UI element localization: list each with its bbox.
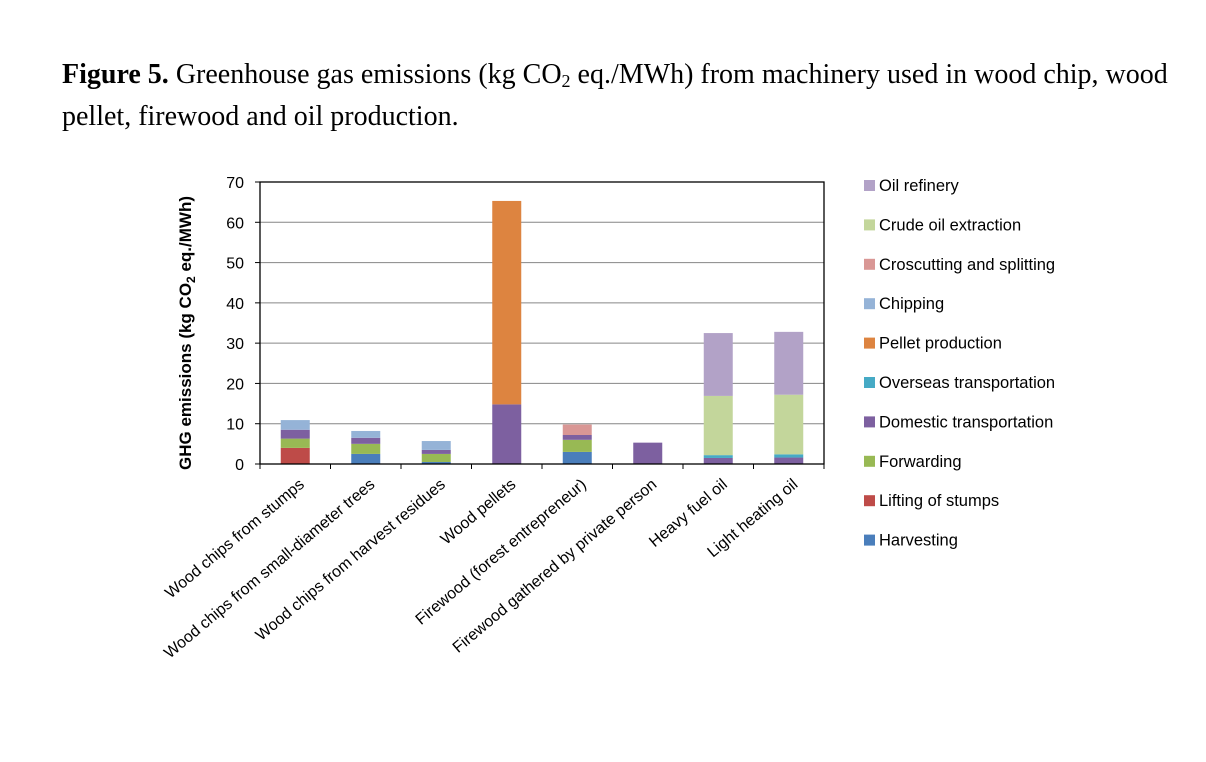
y-axis-label-main: GHG emissions (kg CO	[176, 283, 195, 470]
plot-border	[259, 181, 825, 465]
bar-segment	[280, 447, 310, 464]
figure-caption: Figure 5. Greenhouse gas emissions (kg C…	[62, 54, 1182, 138]
bar-segment	[703, 395, 733, 456]
bar-segment	[421, 449, 451, 454]
legend-label: Lifting of stumps	[879, 492, 999, 510]
figure-label: Figure 5.	[62, 59, 169, 90]
legend-swatch	[864, 455, 875, 467]
legend-label: Domestic transportation	[879, 413, 1053, 431]
bar-segment	[562, 424, 592, 435]
y-tick-labels: 0 10 20 30 40 50 60 70	[226, 175, 244, 474]
y-tick-label: 70	[226, 175, 244, 192]
y-axis-label: GHG emissions (kg CO2 eq./MWh)	[176, 196, 198, 470]
legend-label: Croscutting and splitting	[879, 256, 1055, 274]
legend-label: Pellet production	[879, 335, 1002, 353]
bar-segment	[703, 455, 733, 458]
legend: Oil refinery Crude oil extraction Croscutt…	[864, 177, 1055, 550]
gridlines	[260, 181, 824, 425]
bar-segment	[774, 331, 804, 395]
y-tick-label: 40	[226, 296, 244, 313]
caption-text-part1: Greenhouse gas emissions (kg CO	[168, 59, 562, 90]
bar-segment	[351, 443, 381, 454]
bar-segment	[703, 333, 733, 396]
legend-swatch	[864, 337, 875, 349]
caption-text-part2: eq./MWh) from machinery used in wood chi…	[62, 59, 1168, 132]
caption-subscript: 2	[561, 71, 571, 91]
legend-swatch	[864, 219, 875, 231]
bar-segment	[492, 200, 522, 405]
legend-swatch	[864, 258, 875, 270]
legend-swatch	[864, 495, 875, 507]
y-tick-label: 20	[226, 376, 244, 393]
legend-swatch	[864, 298, 875, 310]
y-tick-label: 30	[226, 336, 244, 353]
legend-swatch	[864, 534, 875, 546]
bar-segment	[351, 437, 381, 444]
bar-segment	[351, 430, 381, 438]
bar-segment	[703, 457, 733, 464]
bar-segment	[280, 438, 310, 448]
bar-segment	[351, 453, 381, 464]
y-tick-label: 60	[226, 215, 244, 232]
bar-segment	[280, 420, 310, 430]
legend-label: Chipping	[879, 295, 944, 313]
legend-label: Crude oil extraction	[879, 216, 1021, 234]
y-axis-label-end: eq./MWh)	[176, 196, 195, 276]
bar-segment	[774, 454, 804, 458]
legend-swatch	[864, 416, 875, 428]
x-tick-label: Wood chips from stumps	[162, 476, 308, 602]
bar-segment	[562, 451, 592, 464]
legend-label: Forwarding	[879, 453, 962, 471]
bar-segment	[633, 442, 663, 464]
axes	[255, 181, 825, 469]
bar-segment	[774, 457, 804, 464]
legend-swatch	[864, 377, 875, 388]
bar-segment	[421, 453, 451, 462]
y-tick-label: 50	[226, 256, 244, 273]
bar-segment	[280, 429, 310, 439]
bar-segment	[562, 434, 592, 440]
y-tick-label: 0	[235, 457, 244, 474]
bar-segment	[421, 461, 451, 464]
legend-label: Harvesting	[879, 532, 958, 550]
bar-segment	[492, 404, 522, 464]
bar-segment	[421, 441, 451, 450]
bars	[280, 200, 804, 464]
bar-segment	[562, 439, 592, 452]
bar-segment	[774, 394, 804, 455]
legend-label: Oil refinery	[879, 177, 960, 195]
y-tick-label: 10	[226, 417, 244, 434]
legend-label: Overseas transportation	[879, 374, 1055, 392]
y-axis-label-sub: 2	[184, 276, 198, 283]
legend-swatch	[864, 180, 875, 191]
